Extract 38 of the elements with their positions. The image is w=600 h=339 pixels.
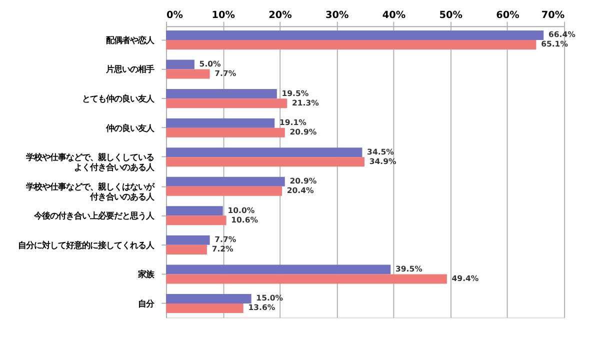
y-tick-label: 学校や仕事などで、親しくしているよく付き合いのある人 [26, 152, 155, 172]
data-label: 39.5% [395, 264, 423, 274]
y-tick-label: 今後の付き合い上必要だと思う人 [32, 210, 155, 221]
data-label: 21.3% [292, 98, 320, 108]
y-tick-label: 片思いの相手 [104, 64, 154, 74]
data-label: 7.7% [214, 68, 236, 78]
data-label: 10.6% [231, 215, 258, 224]
x-tick-label: 70% [541, 10, 565, 21]
y-tick-label: 自分に対して好意的に接してくれる人 [18, 240, 155, 250]
y-tick-label: 家族 [136, 269, 155, 280]
data-label: 34.5% [367, 147, 394, 156]
x-tick-label: 20% [268, 10, 292, 21]
x-tick-label: 40% [382, 10, 406, 21]
data-label: 10.0% [228, 206, 255, 215]
y-tick-label: 学校や仕事などで、親しくはないが付き合いのある人 [26, 181, 155, 202]
data-label: 15.0% [256, 294, 284, 303]
data-label: 5.0% [199, 59, 222, 68]
data-label: 65.1% [541, 40, 568, 49]
data-label: 19.5% [282, 88, 309, 98]
x-tick-label: 30% [326, 10, 349, 21]
y-tick-label: 仲の良い友人 [104, 122, 155, 133]
data-label: 20.9% [290, 176, 317, 186]
y-tick-label: とても仲の良い友人 [82, 93, 155, 104]
x-tick-label: 60% [496, 10, 520, 21]
data-label: 34.9% [369, 156, 396, 166]
x-tick-label: 0% [166, 10, 184, 21]
x-tick-label: 10% [212, 10, 236, 21]
data-label: 20.9% [290, 128, 317, 137]
data-label: 13.6% [248, 303, 276, 312]
data-label: 7.2% [212, 244, 234, 254]
data-label: 7.7% [214, 235, 236, 244]
data-label: 20.4% [286, 186, 314, 196]
data-label: 66.4% [548, 30, 576, 40]
y-tick-label: 自分 [138, 298, 155, 308]
y-tick-label: 配偶者や恋人 [106, 34, 155, 45]
data-label: 19.1% [279, 118, 307, 128]
x-tick-label: 50% [439, 10, 463, 21]
data-label: 49.4% [452, 274, 479, 283]
